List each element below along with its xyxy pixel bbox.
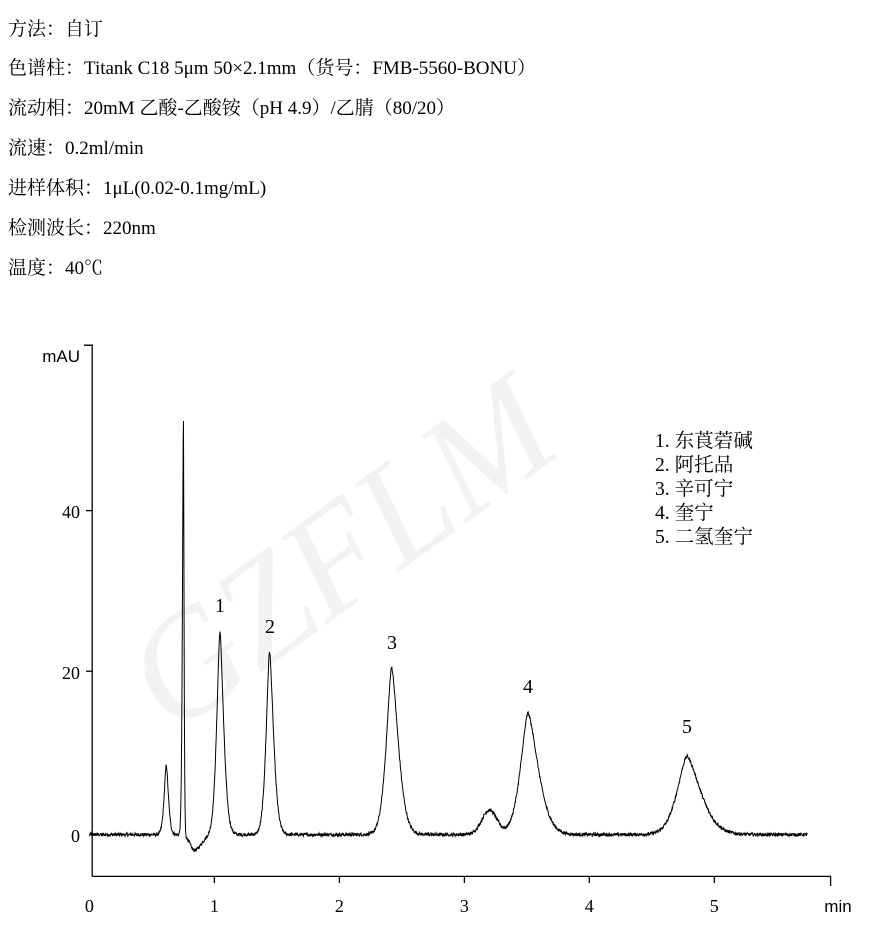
svg-text:3: 3 xyxy=(387,632,397,654)
svg-text:1: 1 xyxy=(215,595,225,617)
svg-text:2: 2 xyxy=(265,616,275,638)
svg-text:2. 阿托品: 2. 阿托品 xyxy=(655,454,733,476)
svg-text:3. 辛可宁: 3. 辛可宁 xyxy=(655,478,733,500)
svg-text:5. 二氢奎宁: 5. 二氢奎宁 xyxy=(655,526,753,548)
svg-text:GZFLM: GZFLM xyxy=(96,340,591,762)
svg-text:1. 东莨菪碱: 1. 东莨菪碱 xyxy=(655,430,753,452)
svg-text:min: min xyxy=(824,897,851,916)
svg-text:3: 3 xyxy=(460,896,469,916)
svg-text:20: 20 xyxy=(62,663,80,683)
svg-text:2: 2 xyxy=(335,896,344,916)
svg-text:0: 0 xyxy=(85,896,94,916)
svg-text:0: 0 xyxy=(71,826,80,846)
svg-text:4: 4 xyxy=(585,896,594,916)
svg-text:40: 40 xyxy=(62,502,80,522)
svg-text:1: 1 xyxy=(210,896,219,916)
svg-text:4: 4 xyxy=(523,676,533,698)
svg-text:mAU: mAU xyxy=(42,347,80,366)
svg-text:4. 奎宁: 4. 奎宁 xyxy=(655,502,714,524)
svg-text:5: 5 xyxy=(710,896,719,916)
svg-text:5: 5 xyxy=(682,716,692,738)
